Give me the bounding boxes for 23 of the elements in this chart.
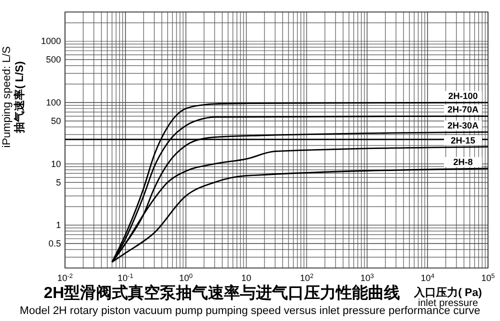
x-tick-label: 10 bbox=[241, 273, 252, 283]
x-tick-label: 10$^{5}$ bbox=[481, 272, 496, 283]
series-label: 2H-100 bbox=[448, 91, 478, 102]
series-label: 2H-8 bbox=[453, 156, 473, 167]
x-tick-label: 10$^{-1}$ bbox=[118, 272, 134, 283]
y-tick-label: 500 bbox=[46, 54, 61, 65]
series-label: 2H-15 bbox=[450, 135, 476, 146]
y-tick-label: 1 bbox=[56, 220, 61, 230]
y-tick-label: 1000 bbox=[40, 36, 61, 46]
y-tick-label: 50 bbox=[50, 116, 61, 126]
y-tick-label: 5 bbox=[56, 177, 61, 188]
text: 2H型滑阀式真空泵抽气速率与进气口压力性能曲线 bbox=[44, 283, 400, 302]
y-tick-label: 10 bbox=[50, 158, 61, 169]
series-label: 2H-30A bbox=[447, 120, 480, 131]
x-tick-label: 10$^{-2}$ bbox=[57, 272, 74, 283]
y-tick-label: 100 bbox=[46, 98, 61, 108]
x-tick-label: 10$^{4}$ bbox=[420, 272, 435, 283]
series-label: 2H-70A bbox=[447, 104, 480, 115]
x-tick-label: 10$^{0}$ bbox=[179, 272, 194, 283]
y-axis-title: iPumping speed: L/S 抽气速率( L/S) bbox=[1, 46, 26, 148]
y-tick-label: 0.5 bbox=[48, 238, 61, 249]
x-tick-label: 10$^{3}$ bbox=[360, 272, 374, 283]
x-tick-label: 10$^{2}$ bbox=[300, 272, 314, 283]
